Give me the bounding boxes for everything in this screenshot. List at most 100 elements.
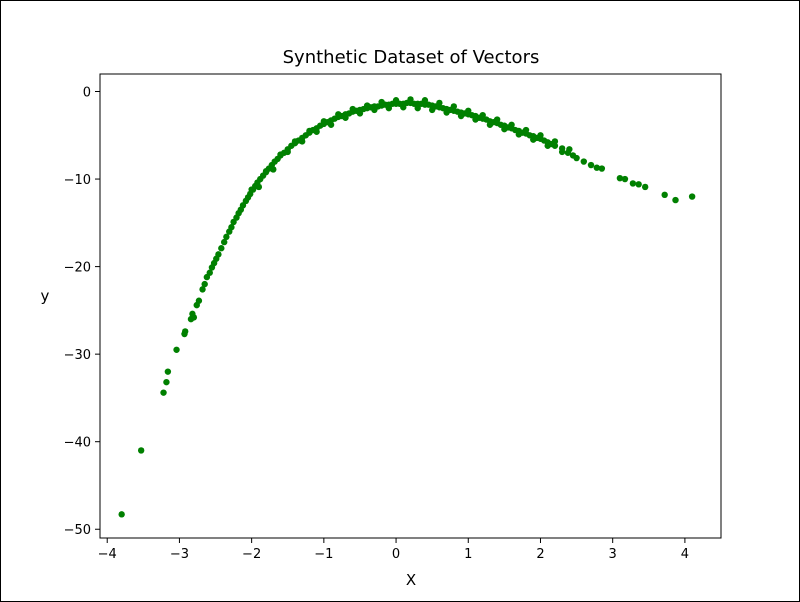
data-point	[629, 180, 637, 187]
data-point	[173, 346, 180, 353]
data-point	[530, 136, 537, 143]
data-point	[522, 126, 530, 134]
data-point	[201, 280, 208, 288]
x-tick-label: 2	[536, 547, 544, 562]
x-axis-label: X	[406, 571, 416, 589]
data-point	[598, 165, 606, 172]
data-point	[428, 106, 436, 114]
x-tick-label: −2	[242, 547, 261, 562]
data-point	[327, 121, 335, 128]
x-tick-label: 3	[609, 547, 617, 562]
data-point	[672, 196, 679, 204]
data-point	[450, 103, 458, 110]
data-point	[284, 148, 291, 156]
data-point	[472, 116, 479, 123]
x-tick-label: 1	[464, 547, 472, 562]
data-point	[573, 154, 580, 162]
data-point	[479, 111, 486, 119]
chart-title: Synthetic Dataset of Vectors	[283, 47, 540, 68]
data-point	[593, 164, 600, 171]
data-point	[407, 96, 414, 103]
data-point	[306, 127, 313, 135]
data-point	[277, 151, 284, 158]
data-point	[537, 132, 544, 139]
x-axis-ticks: −4 −3 −2 −1 0 1 2 3 4	[98, 538, 689, 562]
data-point	[688, 193, 696, 200]
data-point	[641, 183, 649, 191]
data-point	[587, 161, 595, 169]
data-point	[221, 238, 228, 246]
y-tick-label: −40	[64, 436, 91, 451]
data-point	[342, 114, 349, 121]
data-point	[414, 104, 421, 112]
y-tick-label: −30	[64, 348, 91, 363]
data-point	[163, 378, 170, 386]
y-tick-label: −10	[64, 173, 91, 188]
y-tick-label: −20	[64, 261, 91, 276]
data-point	[443, 109, 450, 116]
data-point	[298, 138, 306, 145]
data-point	[616, 174, 624, 182]
data-point	[371, 106, 378, 114]
data-point	[118, 511, 125, 518]
data-point	[228, 224, 235, 231]
data-point	[335, 111, 342, 118]
data-point	[349, 105, 356, 113]
data-point	[501, 125, 508, 133]
data-point	[215, 251, 222, 258]
x-tick-label: 4	[681, 547, 689, 562]
data-point	[566, 146, 573, 153]
data-points	[118, 96, 696, 518]
data-point	[160, 389, 167, 396]
data-point	[465, 107, 472, 114]
data-point	[486, 121, 494, 128]
data-point	[400, 104, 407, 111]
data-point	[392, 97, 400, 104]
data-point	[508, 121, 515, 128]
x-tick-label: −4	[98, 547, 117, 562]
data-point	[621, 175, 629, 183]
data-point	[291, 138, 299, 145]
data-point	[223, 233, 230, 241]
data-point	[218, 245, 225, 252]
data-point	[164, 368, 172, 375]
data-point	[248, 186, 255, 193]
data-point	[255, 183, 263, 191]
y-axis-label: y	[41, 287, 50, 305]
data-point	[385, 104, 393, 112]
x-tick-label: −3	[170, 547, 189, 562]
data-point	[378, 98, 385, 106]
data-point	[363, 102, 371, 109]
data-point	[544, 142, 551, 149]
y-tick-label: 0	[83, 86, 91, 101]
data-point	[421, 97, 429, 104]
data-point	[137, 447, 145, 454]
plot-area-border	[99, 73, 722, 539]
data-point	[515, 131, 523, 138]
data-point	[493, 116, 501, 123]
data-point	[270, 166, 277, 173]
data-point	[182, 328, 189, 335]
data-point	[356, 110, 364, 117]
x-tick-label: 0	[392, 547, 400, 562]
data-point	[558, 148, 566, 156]
data-point	[313, 128, 320, 135]
y-tick-label: −50	[64, 523, 91, 538]
data-point	[436, 99, 443, 107]
data-point	[320, 118, 328, 125]
data-point	[262, 167, 270, 175]
data-point	[551, 142, 559, 149]
data-point	[457, 112, 465, 120]
y-axis-ticks: 0 −10 −20 −30 −40 −50	[64, 86, 100, 538]
data-point	[580, 158, 587, 165]
data-point	[635, 181, 642, 188]
data-point	[206, 269, 213, 276]
x-tick-label: −1	[314, 547, 333, 562]
data-point	[195, 297, 203, 304]
data-point	[661, 191, 668, 199]
data-point	[190, 314, 198, 321]
data-point	[551, 138, 559, 145]
data-point	[199, 286, 206, 293]
